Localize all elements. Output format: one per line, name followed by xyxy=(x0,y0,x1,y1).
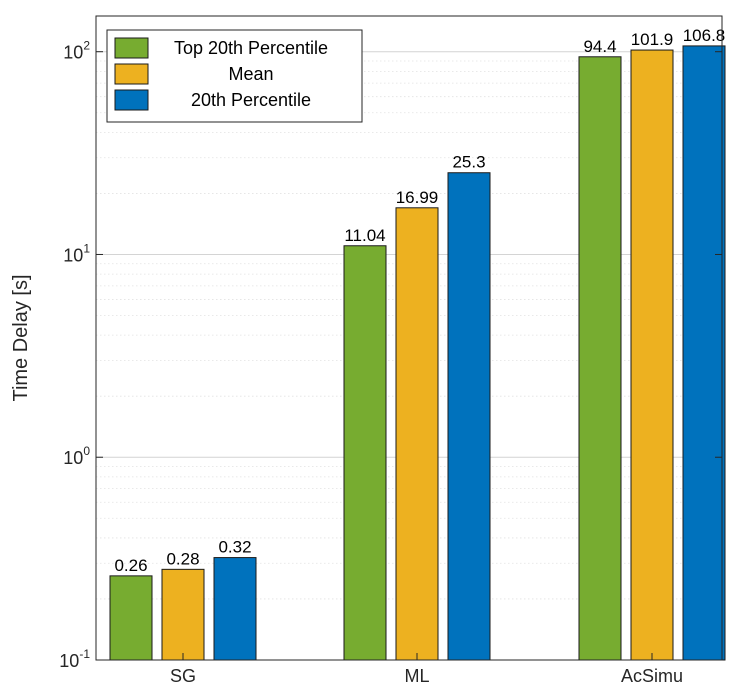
y-axis-ticks: 10-1 100 101 102 xyxy=(59,39,722,671)
legend: Top 20th Percentile Mean 20th Percentile xyxy=(107,30,362,122)
bar xyxy=(579,57,621,660)
y-tick-label: 102 xyxy=(63,39,90,63)
data-label: 0.32 xyxy=(218,538,251,557)
legend-swatch xyxy=(115,90,148,110)
bar xyxy=(110,576,152,660)
bar xyxy=(162,569,204,660)
x-tick-label: AcSimu xyxy=(621,666,683,686)
y-tick-label: 101 xyxy=(63,241,90,265)
data-label: 106.8 xyxy=(683,26,726,45)
data-label: 94.4 xyxy=(583,37,616,56)
legend-swatch xyxy=(115,38,148,58)
bar xyxy=(344,246,386,660)
bar xyxy=(396,208,438,660)
legend-label: 20th Percentile xyxy=(191,90,311,110)
legend-swatch xyxy=(115,64,148,84)
data-label: 16.99 xyxy=(396,188,439,207)
bars xyxy=(110,46,725,660)
bar xyxy=(448,173,490,660)
data-label: 0.26 xyxy=(114,556,147,575)
bar xyxy=(631,50,673,660)
x-tick-label: ML xyxy=(404,666,429,686)
y-tick-label: 100 xyxy=(63,444,90,468)
data-label: 11.04 xyxy=(344,226,385,245)
data-label: 25.3 xyxy=(452,153,485,172)
legend-label: Top 20th Percentile xyxy=(174,38,328,58)
legend-label: Mean xyxy=(228,64,273,84)
y-axis-title: Time Delay [s] xyxy=(10,274,32,401)
x-tick-label: SG xyxy=(170,666,196,686)
bar xyxy=(214,558,256,660)
data-label: 0.28 xyxy=(166,549,199,568)
y-tick-label: 10-1 xyxy=(59,647,90,671)
data-label: 101.9 xyxy=(631,30,674,49)
bar xyxy=(683,46,725,660)
